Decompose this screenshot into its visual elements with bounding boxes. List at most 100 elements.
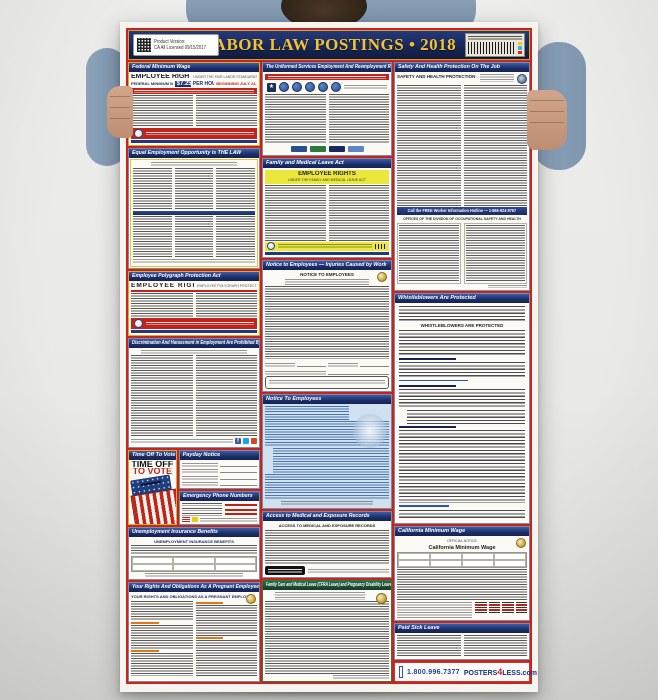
color-calibration-chips	[518, 42, 522, 54]
header-label: Paid Sick Leave	[398, 624, 440, 631]
section-header: Emergency Phone Numbers	[179, 492, 259, 501]
emergency-row	[181, 512, 257, 516]
cal-osha-logo	[265, 566, 305, 576]
schedule-column	[502, 601, 514, 618]
paragraph-text	[399, 509, 525, 520]
chip-yellow	[518, 42, 522, 46]
table-cell	[430, 552, 462, 560]
fine-print-text	[265, 529, 389, 566]
googleplus-icon	[251, 438, 257, 445]
fine-print-text	[133, 168, 172, 211]
form-blank-line	[220, 472, 258, 474]
fine-print-text	[328, 184, 389, 241]
flag-sticker-icon	[181, 517, 190, 523]
fmla-title: EMPLOYEE RIGHTS	[298, 170, 356, 177]
wage-effective: BEGINNING JULY 24, 2009	[216, 81, 257, 86]
header-label: Employee Polygraph Protection Act	[132, 273, 221, 280]
star-badge-icon: ★	[267, 82, 276, 92]
table-cell	[494, 559, 526, 567]
section-polygraph-protection-act: Employee Polygraph Protection Act EMPLOY…	[128, 271, 260, 337]
poster-body: LABOR LAW POSTINGS • 2018 Product Versio…	[126, 28, 537, 684]
product-version-line2: CA All Licensed 09/15/2017	[153, 45, 206, 51]
section-header: Federal Minimum Wage	[129, 63, 259, 72]
section-header: Payday Notice	[179, 450, 259, 460]
fine-print-text	[195, 95, 257, 128]
intro-text	[275, 592, 365, 601]
wage-label: FEDERAL MINIMUM WAGE	[131, 81, 173, 86]
chip-cyan	[518, 46, 522, 50]
section-fmla: Family and Medical Leave Act EMPLOYEE RI…	[262, 157, 392, 258]
footnote-text	[333, 675, 389, 680]
vote-title-line1: TIME OFF	[131, 460, 174, 467]
fine-print-text	[146, 322, 254, 326]
product-version-line1: Product Version:	[153, 39, 186, 45]
fine-print-text	[131, 545, 257, 556]
section-emergency-phone-numbers: Emergency Phone Numbers	[178, 491, 260, 525]
form-blank-line	[328, 374, 389, 376]
section-header: Notice To Employees	[263, 395, 391, 405]
fine-print-text	[174, 216, 214, 259]
fine-print-text	[216, 216, 256, 259]
agency-logo	[347, 145, 364, 152]
emergency-row	[181, 503, 257, 507]
qr-code-icon	[137, 38, 151, 52]
subheading-bar	[399, 426, 456, 429]
unemployment-title: UNEMPLOYMENT INSURANCE BENEFITS	[154, 538, 234, 544]
footnote-text	[145, 573, 243, 578]
section-notice-to-employees: Notice To Employees	[262, 394, 392, 509]
bullet-list-text	[407, 410, 525, 425]
whd-seal-icon	[267, 242, 275, 251]
whd-seal-icon	[134, 319, 143, 329]
emergency-label	[181, 512, 223, 516]
section-header: Discrimination And Harassment in Employm…	[129, 339, 259, 349]
table-cell	[132, 557, 174, 565]
section-pregnant-employee-rights: Your Rights And Obligations As A Pregnan…	[128, 582, 260, 682]
fine-print-text	[216, 168, 256, 211]
header-label: Notice To Employees	[266, 396, 322, 403]
fine-print-text	[195, 605, 257, 637]
form-label	[181, 462, 219, 467]
fine-print-text	[397, 634, 461, 657]
hyperlink-text	[399, 379, 469, 382]
injuries-title: NOTICE TO EMPLOYEES	[300, 271, 354, 277]
fine-print-text	[174, 168, 214, 211]
revision-date-text	[488, 284, 527, 288]
blue-fine-print	[265, 406, 349, 421]
section-header: California Minimum Wage	[395, 526, 529, 536]
flsa-law: UNDER THE FAIR LABOR STANDARDS ACT	[193, 75, 257, 79]
column-left: Federal Minimum Wage EMPLOYEE RIGHTS UND…	[128, 62, 260, 682]
header-label: Whistleblowers Are Protected	[398, 294, 476, 301]
header-label: Safety And Health Protection On The Job	[398, 64, 501, 70]
wage-per-hour: PER HOUR	[192, 81, 214, 87]
orange-subheading	[131, 649, 159, 652]
directory-heading: OFFICES OF THE DIVISION OF OCCUPATIONAL …	[403, 216, 521, 221]
signature-row	[265, 360, 389, 368]
fine-print-text	[397, 568, 527, 601]
fine-print-text	[195, 293, 257, 318]
agency-logo	[309, 145, 326, 152]
fine-print-text	[131, 601, 193, 622]
hotline-label: Call the FREE Worker Information Hotline…	[407, 208, 517, 214]
paragraph-text	[399, 389, 525, 410]
publisher-footer-strip: 1.800.996.7377 POSTERS4LESS.com	[394, 662, 537, 682]
emergency-number	[225, 508, 257, 511]
paragraph-text	[399, 305, 525, 322]
table-cell	[398, 552, 430, 560]
logo-text	[268, 568, 302, 573]
section-unemployment-insurance: Unemployment Insurance Benefits UNEMPLOY…	[128, 526, 260, 581]
mid-divider-band	[133, 211, 255, 216]
fine-print-text	[195, 355, 257, 437]
table-cell	[214, 557, 256, 565]
form-blank-line	[296, 366, 326, 368]
section-california-minimum-wage: California Minimum Wage OFFICIAL NOTICE …	[394, 525, 530, 621]
header-label: Unemployment Insurance Benefits	[132, 528, 218, 535]
fmla-yellow-footer	[265, 241, 389, 251]
polygraph-law: EMPLOYEE POLYGRAPH PROTECTION ACT	[197, 284, 257, 289]
userra-circle-icon	[331, 82, 341, 92]
column-middle: The Uniformed Services Employment And Re…	[262, 62, 392, 682]
publisher-phone: 1.800.996.7377	[407, 668, 460, 676]
table-cell	[462, 559, 494, 567]
yellow-sticker-icon	[191, 517, 198, 523]
flsa-red-strip	[131, 88, 257, 94]
